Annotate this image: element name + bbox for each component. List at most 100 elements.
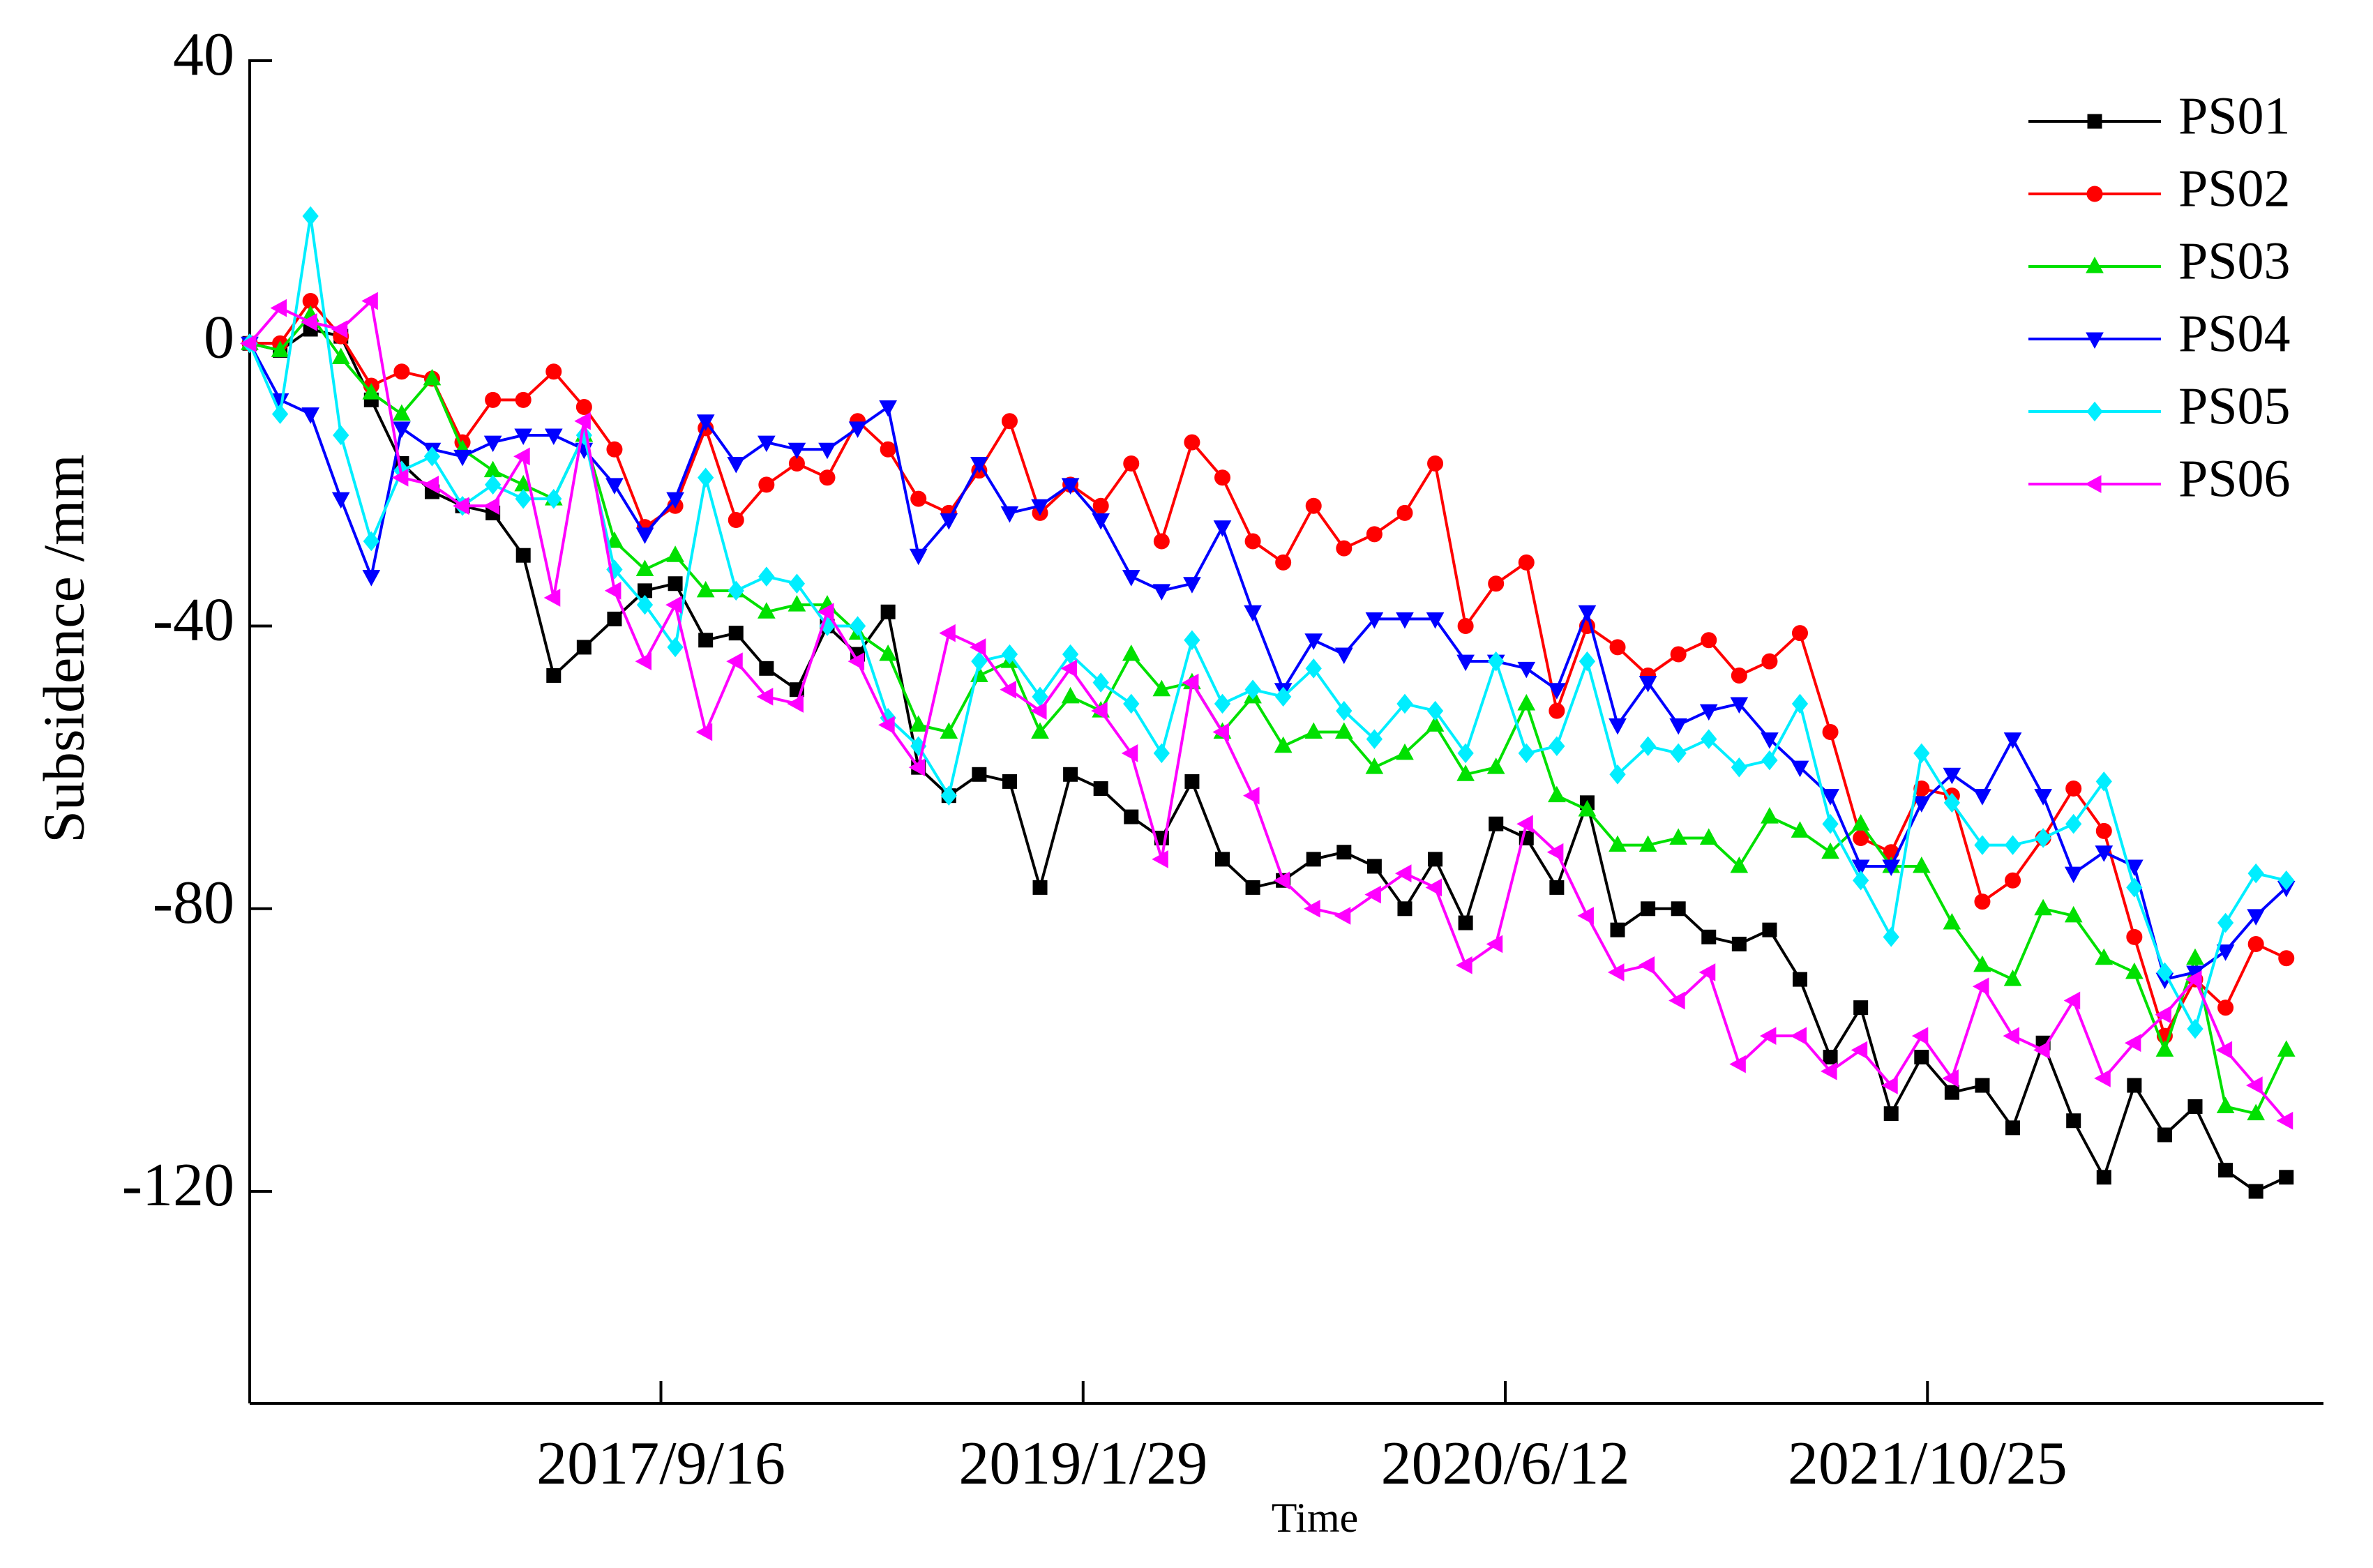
data-point — [239, 334, 257, 353]
data-point — [1489, 816, 1504, 831]
data-point — [695, 723, 713, 741]
data-point — [2065, 813, 2082, 834]
y-tick-label: -40 — [153, 587, 234, 654]
data-point — [1577, 907, 1594, 925]
data-point — [970, 457, 988, 474]
data-point — [1426, 612, 1445, 629]
data-point — [1334, 647, 1353, 665]
data-point — [1882, 859, 1901, 877]
data-point — [2217, 1000, 2234, 1016]
data-point — [2065, 781, 2082, 797]
data-point — [1273, 871, 1290, 890]
data-point — [1396, 693, 1413, 714]
series — [241, 305, 2296, 1121]
data-point — [879, 400, 897, 417]
data-point — [1579, 651, 1596, 672]
data-point — [2216, 944, 2235, 961]
data-point — [1365, 612, 1384, 629]
data-point — [1244, 679, 1261, 700]
data-point — [1456, 764, 1475, 781]
data-point — [2005, 872, 2021, 889]
data-point — [880, 441, 896, 458]
y-tick-label: -80 — [153, 869, 234, 937]
data-point — [635, 527, 654, 544]
data-point — [575, 398, 592, 415]
data-point — [546, 668, 562, 683]
data-point — [1030, 702, 1047, 720]
data-point — [1305, 658, 1322, 679]
legend-label: PS02 — [2178, 159, 2291, 218]
data-point — [604, 582, 622, 600]
data-point — [940, 785, 957, 806]
data-point — [2248, 1184, 2263, 1199]
data-point — [2247, 909, 2266, 926]
data-point — [848, 652, 865, 671]
data-point — [1184, 630, 1200, 651]
data-point — [1365, 757, 1384, 774]
legend-marker — [2084, 475, 2102, 493]
data-point — [423, 368, 442, 386]
data-point — [544, 428, 563, 446]
data-point — [2125, 859, 2144, 877]
data-point — [1184, 434, 1200, 451]
data-point — [1366, 526, 1383, 543]
data-point — [788, 595, 806, 612]
data-point — [2005, 1120, 2021, 1136]
data-point — [2095, 771, 2112, 792]
data-point — [2187, 1099, 2203, 1114]
data-point — [515, 548, 531, 563]
data-point — [1275, 554, 1292, 571]
data-point — [1698, 963, 1716, 981]
data-point — [1336, 845, 1352, 860]
data-point — [1761, 732, 1779, 749]
data-point — [1304, 633, 1323, 650]
data-point — [1761, 653, 1778, 670]
data-point — [484, 474, 502, 495]
data-point — [2215, 1041, 2233, 1060]
data-point — [788, 442, 806, 460]
data-point — [1366, 859, 1382, 874]
legend: PS01 PS02 PS03 PS04 PS05 PS06 — [2028, 86, 2291, 508]
data-point — [1701, 632, 1717, 649]
data-point — [1032, 880, 1048, 895]
data-point — [819, 469, 836, 486]
data-point — [483, 435, 502, 453]
data-point — [757, 602, 776, 619]
data-point — [1548, 683, 1566, 700]
data-point — [696, 414, 715, 431]
data-point — [1426, 700, 1444, 721]
data-point — [301, 407, 319, 424]
data-point — [1669, 828, 1688, 845]
legend-entry: PS06 — [2028, 449, 2291, 508]
data-point — [1731, 757, 1747, 778]
data-point — [1729, 1055, 1746, 1073]
data-point — [1944, 1085, 1959, 1100]
data-point — [361, 292, 378, 310]
data-point — [1670, 646, 1687, 663]
data-point — [1517, 661, 1536, 679]
data-point — [1853, 1000, 1869, 1016]
data-point — [485, 391, 502, 408]
data-point — [1609, 764, 1626, 785]
data-point — [1973, 789, 1991, 806]
data-point — [1731, 936, 1747, 951]
data-point — [636, 594, 654, 615]
data-point — [727, 457, 746, 474]
data-point — [1152, 584, 1171, 601]
data-point — [908, 758, 926, 777]
data-point — [1517, 693, 1536, 711]
data-point — [1244, 605, 1262, 622]
data-point — [422, 476, 439, 494]
data-point — [362, 383, 381, 400]
data-point — [2278, 870, 2295, 891]
data-point — [1334, 722, 1353, 739]
data-point — [331, 320, 348, 338]
data-point — [2277, 1040, 2296, 1057]
data-point — [1790, 1027, 1807, 1046]
data-point — [818, 442, 836, 460]
data-point — [817, 603, 834, 621]
data-point — [2157, 1127, 2172, 1143]
data-point — [393, 421, 411, 438]
data-point — [2096, 1170, 2111, 1185]
